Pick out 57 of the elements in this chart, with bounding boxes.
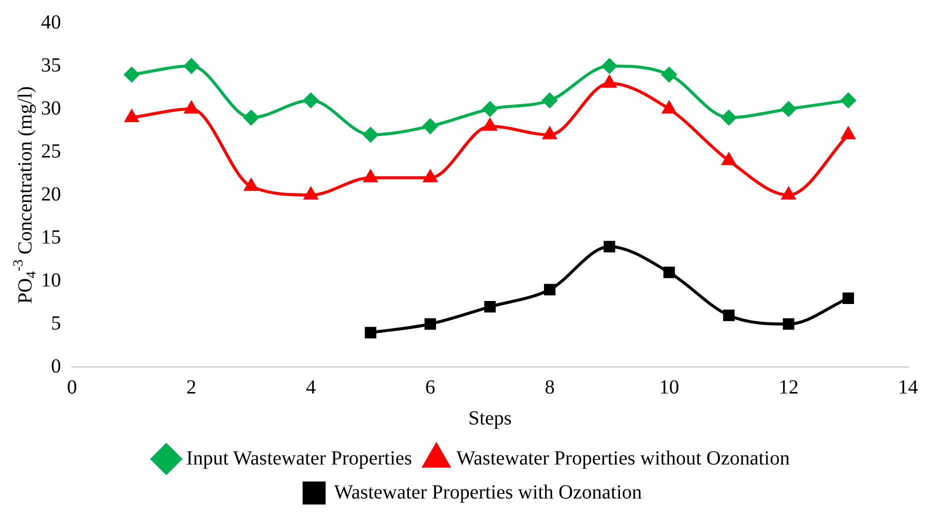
x-tick-label: 2 [186, 376, 196, 398]
point [782, 188, 796, 200]
point [482, 102, 498, 116]
y-tick-label: 35 [41, 54, 61, 76]
point [662, 67, 677, 82]
x-tick-label: 0 [67, 376, 77, 398]
x-axis-title: Steps [468, 407, 512, 430]
y-tick-label: 30 [41, 97, 61, 120]
y-tick-label: 40 [41, 11, 61, 34]
y-tick-label: 10 [41, 269, 61, 292]
point [424, 318, 436, 330]
x-tick-label: 8 [544, 376, 555, 398]
point [840, 92, 856, 108]
x-tick-label: 6 [425, 376, 436, 398]
point [543, 127, 556, 140]
point [244, 110, 259, 126]
legend-label: Wastewater Properties with Ozonation [334, 481, 642, 504]
point [723, 310, 735, 322]
legend-label: Input Wastewater Properties [186, 447, 412, 470]
point [244, 178, 258, 191]
point [722, 153, 736, 166]
point [782, 318, 794, 330]
y-tick-label: 0 [51, 355, 61, 378]
point [184, 58, 199, 74]
point [484, 301, 496, 313]
point [184, 102, 198, 114]
x-tick-label: 12 [778, 376, 799, 398]
y-axis-title: PO4-3 Concentration (mg/l) [12, 86, 40, 304]
point [842, 292, 854, 304]
point [124, 67, 140, 82]
y-tick-label: 20 [41, 183, 61, 206]
point [542, 92, 558, 108]
legend-label: Wastewater Properties without Ozonation [456, 447, 790, 470]
point [483, 118, 497, 131]
x-tick-label: 4 [306, 376, 316, 398]
x-tick-label: 10 [659, 376, 680, 398]
x-tick-label: 14 [898, 376, 918, 398]
point [364, 170, 378, 182]
point [602, 58, 617, 74]
point [544, 284, 556, 296]
point [363, 127, 378, 142]
point [304, 188, 318, 200]
point [662, 102, 676, 114]
point [602, 76, 616, 88]
point [364, 326, 376, 338]
point [303, 92, 318, 108]
point [424, 170, 437, 182]
point [604, 240, 616, 252]
y-tick-label: 15 [41, 226, 61, 248]
y-tick-label: 25 [41, 140, 61, 162]
point [422, 118, 438, 134]
point [842, 127, 855, 140]
y-tick-label: 5 [51, 312, 61, 334]
point [721, 110, 736, 126]
point [781, 102, 796, 116]
point [663, 266, 675, 278]
point [125, 110, 138, 122]
